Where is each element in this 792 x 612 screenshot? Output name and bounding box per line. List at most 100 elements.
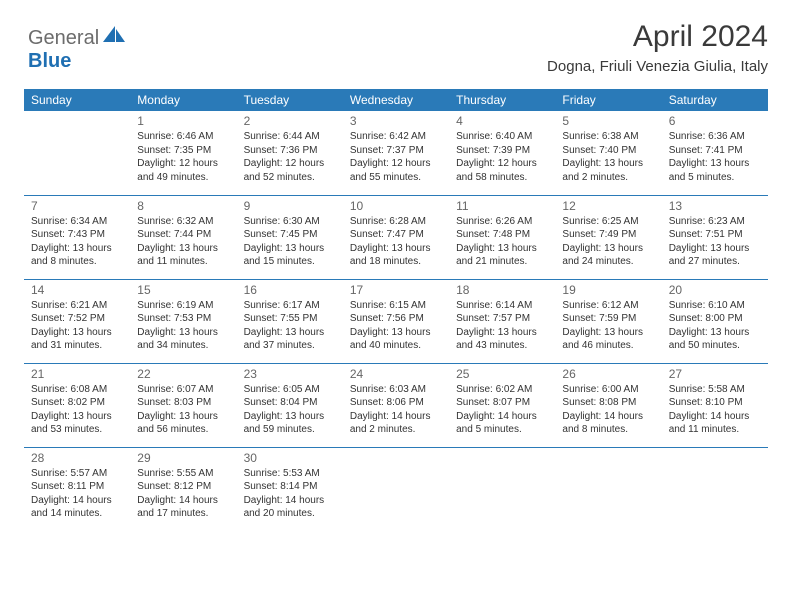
- day-info: Sunrise: 6:32 AMSunset: 7:44 PMDaylight:…: [137, 215, 229, 269]
- calendar-day-cell: 6 Sunrise: 6:36 AMSunset: 7:41 PMDaylight…: [662, 111, 768, 195]
- calendar-week-row: 7 Sunrise: 6:34 AMSunset: 7:43 PMDaylight…: [24, 195, 768, 279]
- logo-text-general: General: [28, 27, 99, 50]
- logo-text-blue: Blue: [28, 50, 71, 72]
- day-number: 17: [350, 283, 442, 297]
- day-info: Sunrise: 6:36 AMSunset: 7:41 PMDaylight:…: [669, 130, 761, 184]
- header-row: General April 2024 Dogna, Friuli Venezia…: [24, 20, 768, 75]
- day-info: Sunrise: 6:14 AMSunset: 7:57 PMDaylight:…: [456, 299, 548, 353]
- day-info: Sunrise: 6:05 AMSunset: 8:04 PMDaylight:…: [244, 383, 336, 437]
- day-number: 10: [350, 199, 442, 213]
- day-number: 16: [244, 283, 336, 297]
- calendar-day-cell: 4 Sunrise: 6:40 AMSunset: 7:39 PMDaylight…: [449, 111, 555, 195]
- page-title: April 2024: [547, 20, 768, 54]
- day-number: 29: [137, 451, 229, 465]
- calendar-day-cell: [662, 447, 768, 531]
- day-of-week-header: Tuesday: [237, 89, 343, 111]
- day-of-week-header: Monday: [130, 89, 236, 111]
- day-number: 15: [137, 283, 229, 297]
- calendar-header: SundayMondayTuesdayWednesdayThursdayFrid…: [24, 89, 768, 111]
- calendar-day-cell: 9 Sunrise: 6:30 AMSunset: 7:45 PMDaylight…: [237, 195, 343, 279]
- day-of-week-header: Friday: [555, 89, 661, 111]
- calendar-day-cell: 15 Sunrise: 6:19 AMSunset: 7:53 PMDayligh…: [130, 279, 236, 363]
- day-number: 9: [244, 199, 336, 213]
- day-info: Sunrise: 6:26 AMSunset: 7:48 PMDaylight:…: [456, 215, 548, 269]
- day-info: Sunrise: 5:55 AMSunset: 8:12 PMDaylight:…: [137, 467, 229, 521]
- day-number: 1: [137, 114, 229, 128]
- day-number: 21: [31, 367, 123, 381]
- day-number: 20: [669, 283, 761, 297]
- calendar-day-cell: 13Sunrise: 6:23 AMSunset: 7:51 PMDayligh…: [662, 195, 768, 279]
- day-number: 30: [244, 451, 336, 465]
- day-info: Sunrise: 6:44 AMSunset: 7:36 PMDaylight:…: [244, 130, 336, 184]
- calendar-day-cell: [24, 111, 130, 195]
- calendar-week-row: 21 Sunrise: 6:08 AMSunset: 8:02 PMDayligh…: [24, 363, 768, 447]
- calendar-day-cell: [555, 447, 661, 531]
- day-info: Sunrise: 6:12 AMSunset: 7:59 PMDaylight:…: [562, 299, 654, 353]
- day-info: Sunrise: 6:46 AMSunset: 7:35 PMDaylight:…: [137, 130, 229, 184]
- day-number: 2: [244, 114, 336, 128]
- calendar-body: 1 Sunrise: 6:46 AMSunset: 7:35 PMDaylight…: [24, 111, 768, 531]
- day-number: 18: [456, 283, 548, 297]
- day-info: Sunrise: 6:34 AMSunset: 7:43 PMDaylight:…: [31, 215, 123, 269]
- day-info: Sunrise: 6:03 AMSunset: 8:06 PMDaylight:…: [350, 383, 442, 437]
- day-number: 19: [562, 283, 654, 297]
- calendar-day-cell: 7 Sunrise: 6:34 AMSunset: 7:43 PMDaylight…: [24, 195, 130, 279]
- calendar-day-cell: 2 Sunrise: 6:44 AMSunset: 7:36 PMDaylight…: [237, 111, 343, 195]
- day-number: 7: [31, 199, 123, 213]
- day-number: 12: [562, 199, 654, 213]
- calendar-day-cell: 3Sunrise: 6:42 AMSunset: 7:37 PMDaylight…: [343, 111, 449, 195]
- day-info: Sunrise: 6:21 AMSunset: 7:52 PMDaylight:…: [31, 299, 123, 353]
- day-info: Sunrise: 6:15 AMSunset: 7:56 PMDaylight:…: [350, 299, 442, 353]
- calendar-page: General April 2024 Dogna, Friuli Venezia…: [24, 20, 768, 592]
- day-info: Sunrise: 6:28 AMSunset: 7:47 PMDaylight:…: [350, 215, 442, 269]
- calendar-day-cell: 21 Sunrise: 6:08 AMSunset: 8:02 PMDayligh…: [24, 363, 130, 447]
- day-info: Sunrise: 6:30 AMSunset: 7:45 PMDaylight:…: [244, 215, 336, 269]
- day-number: 22: [137, 367, 229, 381]
- title-block: April 2024 Dogna, Friuli Venezia Giulia,…: [547, 20, 768, 75]
- day-info: Sunrise: 6:23 AMSunset: 7:51 PMDaylight:…: [669, 215, 761, 269]
- calendar-day-cell: 18 Sunrise: 6:14 AMSunset: 7:57 PMDayligh…: [449, 279, 555, 363]
- day-number: 4: [456, 114, 548, 128]
- location-label: Dogna, Friuli Venezia Giulia, Italy: [547, 58, 768, 75]
- calendar-day-cell: 11 Sunrise: 6:26 AMSunset: 7:48 PMDayligh…: [449, 195, 555, 279]
- calendar-day-cell: 5 Sunrise: 6:38 AMSunset: 7:40 PMDaylight…: [555, 111, 661, 195]
- day-number: 6: [669, 114, 761, 128]
- day-info: Sunrise: 6:38 AMSunset: 7:40 PMDaylight:…: [562, 130, 654, 184]
- day-info: Sunrise: 6:08 AMSunset: 8:02 PMDaylight:…: [31, 383, 123, 437]
- calendar-day-cell: 12 Sunrise: 6:25 AMSunset: 7:49 PMDayligh…: [555, 195, 661, 279]
- day-number: 23: [244, 367, 336, 381]
- calendar-day-cell: 20Sunrise: 6:10 AMSunset: 8:00 PMDayligh…: [662, 279, 768, 363]
- day-number: 8: [137, 199, 229, 213]
- day-number: 5: [562, 114, 654, 128]
- day-info: Sunrise: 6:40 AMSunset: 7:39 PMDaylight:…: [456, 130, 548, 184]
- calendar-week-row: 28Sunrise: 5:57 AMSunset: 8:11 PMDayligh…: [24, 447, 768, 531]
- day-number: 14: [31, 283, 123, 297]
- day-of-week-header: Wednesday: [343, 89, 449, 111]
- day-number: 26: [562, 367, 654, 381]
- day-number: 25: [456, 367, 548, 381]
- day-number: 3: [350, 114, 442, 128]
- day-info: Sunrise: 6:07 AMSunset: 8:03 PMDaylight:…: [137, 383, 229, 437]
- day-number: 11: [456, 199, 548, 213]
- day-of-week-header: Thursday: [449, 89, 555, 111]
- logo: General: [28, 26, 127, 51]
- day-of-week-row: SundayMondayTuesdayWednesdayThursdayFrid…: [24, 89, 768, 111]
- day-number: 24: [350, 367, 442, 381]
- calendar-day-cell: [343, 447, 449, 531]
- day-of-week-header: Sunday: [24, 89, 130, 111]
- calendar-day-cell: 8 Sunrise: 6:32 AMSunset: 7:44 PMDaylight…: [130, 195, 236, 279]
- calendar-day-cell: 24 Sunrise: 6:03 AMSunset: 8:06 PMDayligh…: [343, 363, 449, 447]
- calendar-day-cell: 17 Sunrise: 6:15 AMSunset: 7:56 PMDayligh…: [343, 279, 449, 363]
- day-info: Sunrise: 6:00 AMSunset: 8:08 PMDaylight:…: [562, 383, 654, 437]
- calendar-day-cell: 14 Sunrise: 6:21 AMSunset: 7:52 PMDayligh…: [24, 279, 130, 363]
- calendar-day-cell: 1 Sunrise: 6:46 AMSunset: 7:35 PMDaylight…: [130, 111, 236, 195]
- day-info: Sunrise: 6:19 AMSunset: 7:53 PMDaylight:…: [137, 299, 229, 353]
- day-info: Sunrise: 5:53 AMSunset: 8:14 PMDaylight:…: [244, 467, 336, 521]
- day-info: Sunrise: 6:25 AMSunset: 7:49 PMDaylight:…: [562, 215, 654, 269]
- calendar-day-cell: 23 Sunrise: 6:05 AMSunset: 8:04 PMDayligh…: [237, 363, 343, 447]
- calendar-week-row: 14 Sunrise: 6:21 AMSunset: 7:52 PMDayligh…: [24, 279, 768, 363]
- calendar-day-cell: 16Sunrise: 6:17 AMSunset: 7:55 PMDayligh…: [237, 279, 343, 363]
- day-of-week-header: Saturday: [662, 89, 768, 111]
- calendar-day-cell: 30 Sunrise: 5:53 AMSunset: 8:14 PMDayligh…: [237, 447, 343, 531]
- calendar-day-cell: 27Sunrise: 5:58 AMSunset: 8:10 PMDayligh…: [662, 363, 768, 447]
